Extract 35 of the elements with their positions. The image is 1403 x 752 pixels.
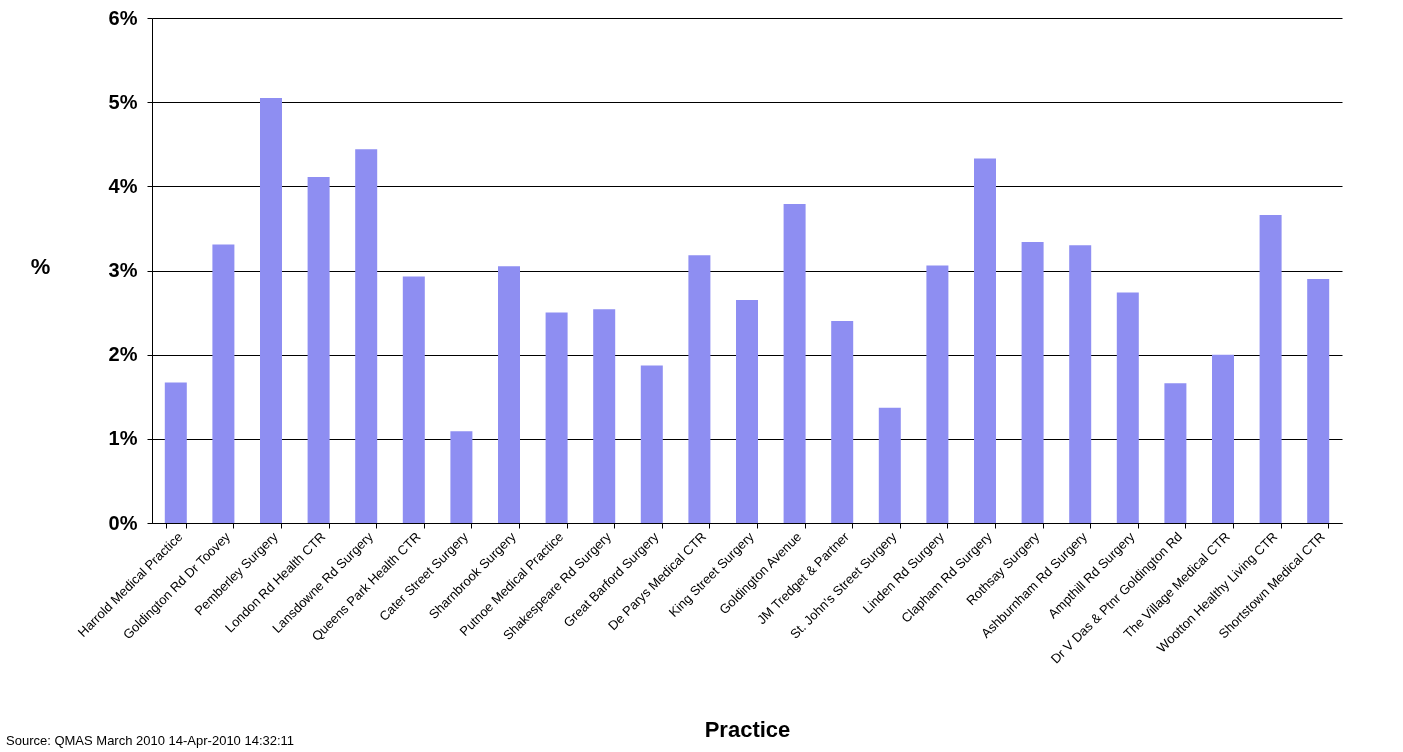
y-tick-label: 0%: [108, 511, 138, 534]
y-tick-label: 2%: [108, 343, 138, 366]
bar: [831, 321, 854, 523]
bar: [307, 177, 330, 523]
x-axis-title: Practice: [704, 716, 791, 742]
bar: [545, 312, 568, 523]
bar: [783, 204, 806, 523]
source-note: Source: QMAS March 2010 14-Apr-2010 14:32:11: [6, 733, 295, 748]
bar: [1164, 383, 1187, 523]
y-tick-label: 1%: [108, 427, 138, 450]
y-tick-label: 4%: [108, 174, 138, 197]
bar: [498, 266, 520, 523]
bar: [355, 149, 378, 523]
bar: [878, 407, 901, 523]
y-tick-label: 3%: [108, 259, 138, 281]
bar: [926, 265, 949, 523]
y-tick-label: 5%: [108, 90, 138, 113]
bar: [164, 382, 187, 523]
bar: [450, 431, 473, 523]
y-axis-title: %: [30, 254, 51, 279]
bar: [1307, 278, 1330, 523]
bar: [974, 158, 996, 523]
bar: [1116, 292, 1139, 523]
bar: [402, 276, 425, 523]
bar: [593, 309, 616, 523]
bar: [212, 244, 235, 523]
bar: [640, 365, 663, 523]
bar: [1212, 354, 1234, 523]
bar: [1259, 214, 1282, 523]
bar: [688, 255, 711, 523]
y-tick-label: 6%: [108, 6, 138, 29]
bar: [736, 299, 758, 523]
bar: [1021, 241, 1044, 523]
bar: [1069, 245, 1092, 523]
bar: [260, 97, 282, 523]
